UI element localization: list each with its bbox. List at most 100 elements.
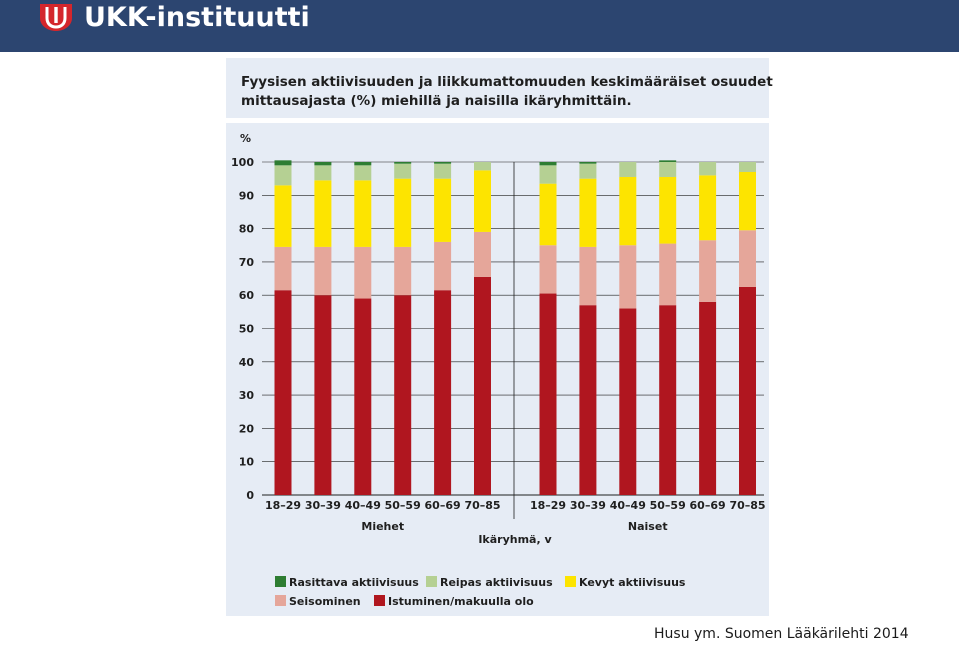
bar-segment <box>699 162 717 176</box>
bar-segment <box>699 301 717 495</box>
bar-segment <box>394 178 412 247</box>
bar-segment <box>579 178 597 247</box>
bar-segment <box>434 162 452 164</box>
group-label: Naiset <box>628 520 668 533</box>
bar-segment <box>314 295 332 495</box>
bar-segment <box>579 162 597 164</box>
bar-segment <box>434 241 452 291</box>
y-tick-label: 30 <box>239 389 255 402</box>
bar-segment <box>434 163 452 179</box>
chart-panel: 0 10 20 30 40 50 60 70 80 90 100% 18–29 30–39 40–49 50… <box>226 123 769 616</box>
chart-title-line-1: Fyysisen aktiivisuuden ja liikkumattomuu… <box>241 74 773 90</box>
ukk-shield-logo <box>40 4 72 31</box>
bar-segment <box>659 160 677 162</box>
bar-segment <box>274 246 292 291</box>
bar-segment <box>539 162 557 166</box>
legend-swatch <box>374 595 385 606</box>
legend-swatch <box>275 595 286 606</box>
x-tick-label: 60–69 <box>690 499 726 512</box>
bar-segment <box>354 246 372 299</box>
legend-label: Reipas aktiivisuus <box>440 576 553 589</box>
bar-segment <box>659 243 677 306</box>
header-bar: UKK-instituutti <box>0 0 959 52</box>
bar-segment <box>474 231 491 277</box>
bar-segment <box>619 245 637 309</box>
x-tick-label: 18–29 <box>530 499 566 512</box>
bar-segment <box>539 183 557 246</box>
bar-segment <box>474 162 491 171</box>
bar-segment <box>394 295 412 495</box>
bar-segment <box>739 230 756 287</box>
bar-segment <box>539 293 557 495</box>
bar-segment <box>274 290 292 495</box>
bar-segment <box>739 162 756 172</box>
legend-label: Seisominen <box>289 595 361 608</box>
bar-segment <box>739 286 756 495</box>
bar-segment <box>394 246 412 296</box>
bar-segment <box>274 165 292 186</box>
x-axis-label: Ikäryhmä, v <box>478 533 552 546</box>
bar-segment <box>659 162 677 177</box>
x-tick-label: 50–59 <box>650 499 686 512</box>
bar-segment <box>394 162 412 164</box>
bar-segment <box>579 246 597 306</box>
bar-segment <box>699 240 717 302</box>
x-tick-label: 70–85 <box>729 499 765 512</box>
bar-segment <box>434 178 452 242</box>
bar-segment <box>274 185 292 247</box>
bar-segment <box>659 176 677 244</box>
legend-label: Istuminen/makuulla olo <box>388 595 534 608</box>
bar-segment <box>354 180 372 247</box>
y-tick-label: 60 <box>239 289 255 302</box>
y-tick-label: 50 <box>239 323 255 336</box>
y-tick-label: 20 <box>239 422 255 435</box>
x-tick-label: 40–49 <box>345 499 381 512</box>
x-tick-label: 30–39 <box>305 499 341 512</box>
x-tick-label: 70–85 <box>464 499 500 512</box>
bar-segment <box>619 176 637 246</box>
bar-segment <box>539 165 557 184</box>
bar-segment <box>659 305 677 495</box>
bar-segment <box>579 163 597 179</box>
y-tick-label: 70 <box>239 256 255 269</box>
x-tick-label: 50–59 <box>385 499 421 512</box>
y-tick-label: 90 <box>239 189 255 202</box>
bar-segment <box>474 170 491 232</box>
bar-segment <box>274 160 292 166</box>
y-tick-label: 40 <box>239 356 255 369</box>
bar-segment <box>539 245 557 294</box>
x-tick-label: 18–29 <box>265 499 301 512</box>
bar-segment <box>354 162 372 166</box>
x-tick-label: 60–69 <box>425 499 461 512</box>
chart-title-panel: Fyysisen aktiivisuuden ja liikkumattomuu… <box>226 58 773 118</box>
y-tick-label: 80 <box>239 223 255 236</box>
x-tick-label: 40–49 <box>610 499 646 512</box>
bar-segment <box>619 308 637 495</box>
chart-title-line-2: mittausajasta (%) miehillä ja naisilla i… <box>241 93 632 109</box>
bar-segment <box>314 165 332 181</box>
legend-label: Rasittava aktiivisuus <box>289 576 419 589</box>
bar-segment <box>739 171 756 231</box>
legend-label: Kevyt aktiivisuus <box>579 576 686 589</box>
bar-segment <box>354 298 372 495</box>
bar-segment <box>474 276 491 495</box>
bar-segment <box>619 162 637 177</box>
bar-segment <box>314 180 332 247</box>
citation: Husu ym. Suomen Lääkärilehti 2014 <box>654 626 909 642</box>
logo-text: UKK-instituutti <box>84 2 310 33</box>
y-tick-label: 10 <box>239 456 255 469</box>
bar-segment <box>314 246 332 296</box>
legend-swatch <box>565 576 576 587</box>
bar-segment <box>579 305 597 495</box>
bar-segment <box>434 290 452 495</box>
legend-swatch <box>426 576 437 587</box>
y-axis-label: % <box>240 132 251 145</box>
x-tick-label: 30–39 <box>570 499 606 512</box>
y-tick-label: 0 <box>246 489 254 502</box>
bar-segment <box>314 162 332 166</box>
bar-segment <box>354 165 372 181</box>
legend-swatch <box>275 576 286 587</box>
stacked-bar-chart: 0 10 20 30 40 50 60 70 80 90 100% 18–29 30–39 40–49 50… <box>231 132 766 608</box>
bar-segment <box>394 163 412 179</box>
bar-segment <box>699 175 717 241</box>
